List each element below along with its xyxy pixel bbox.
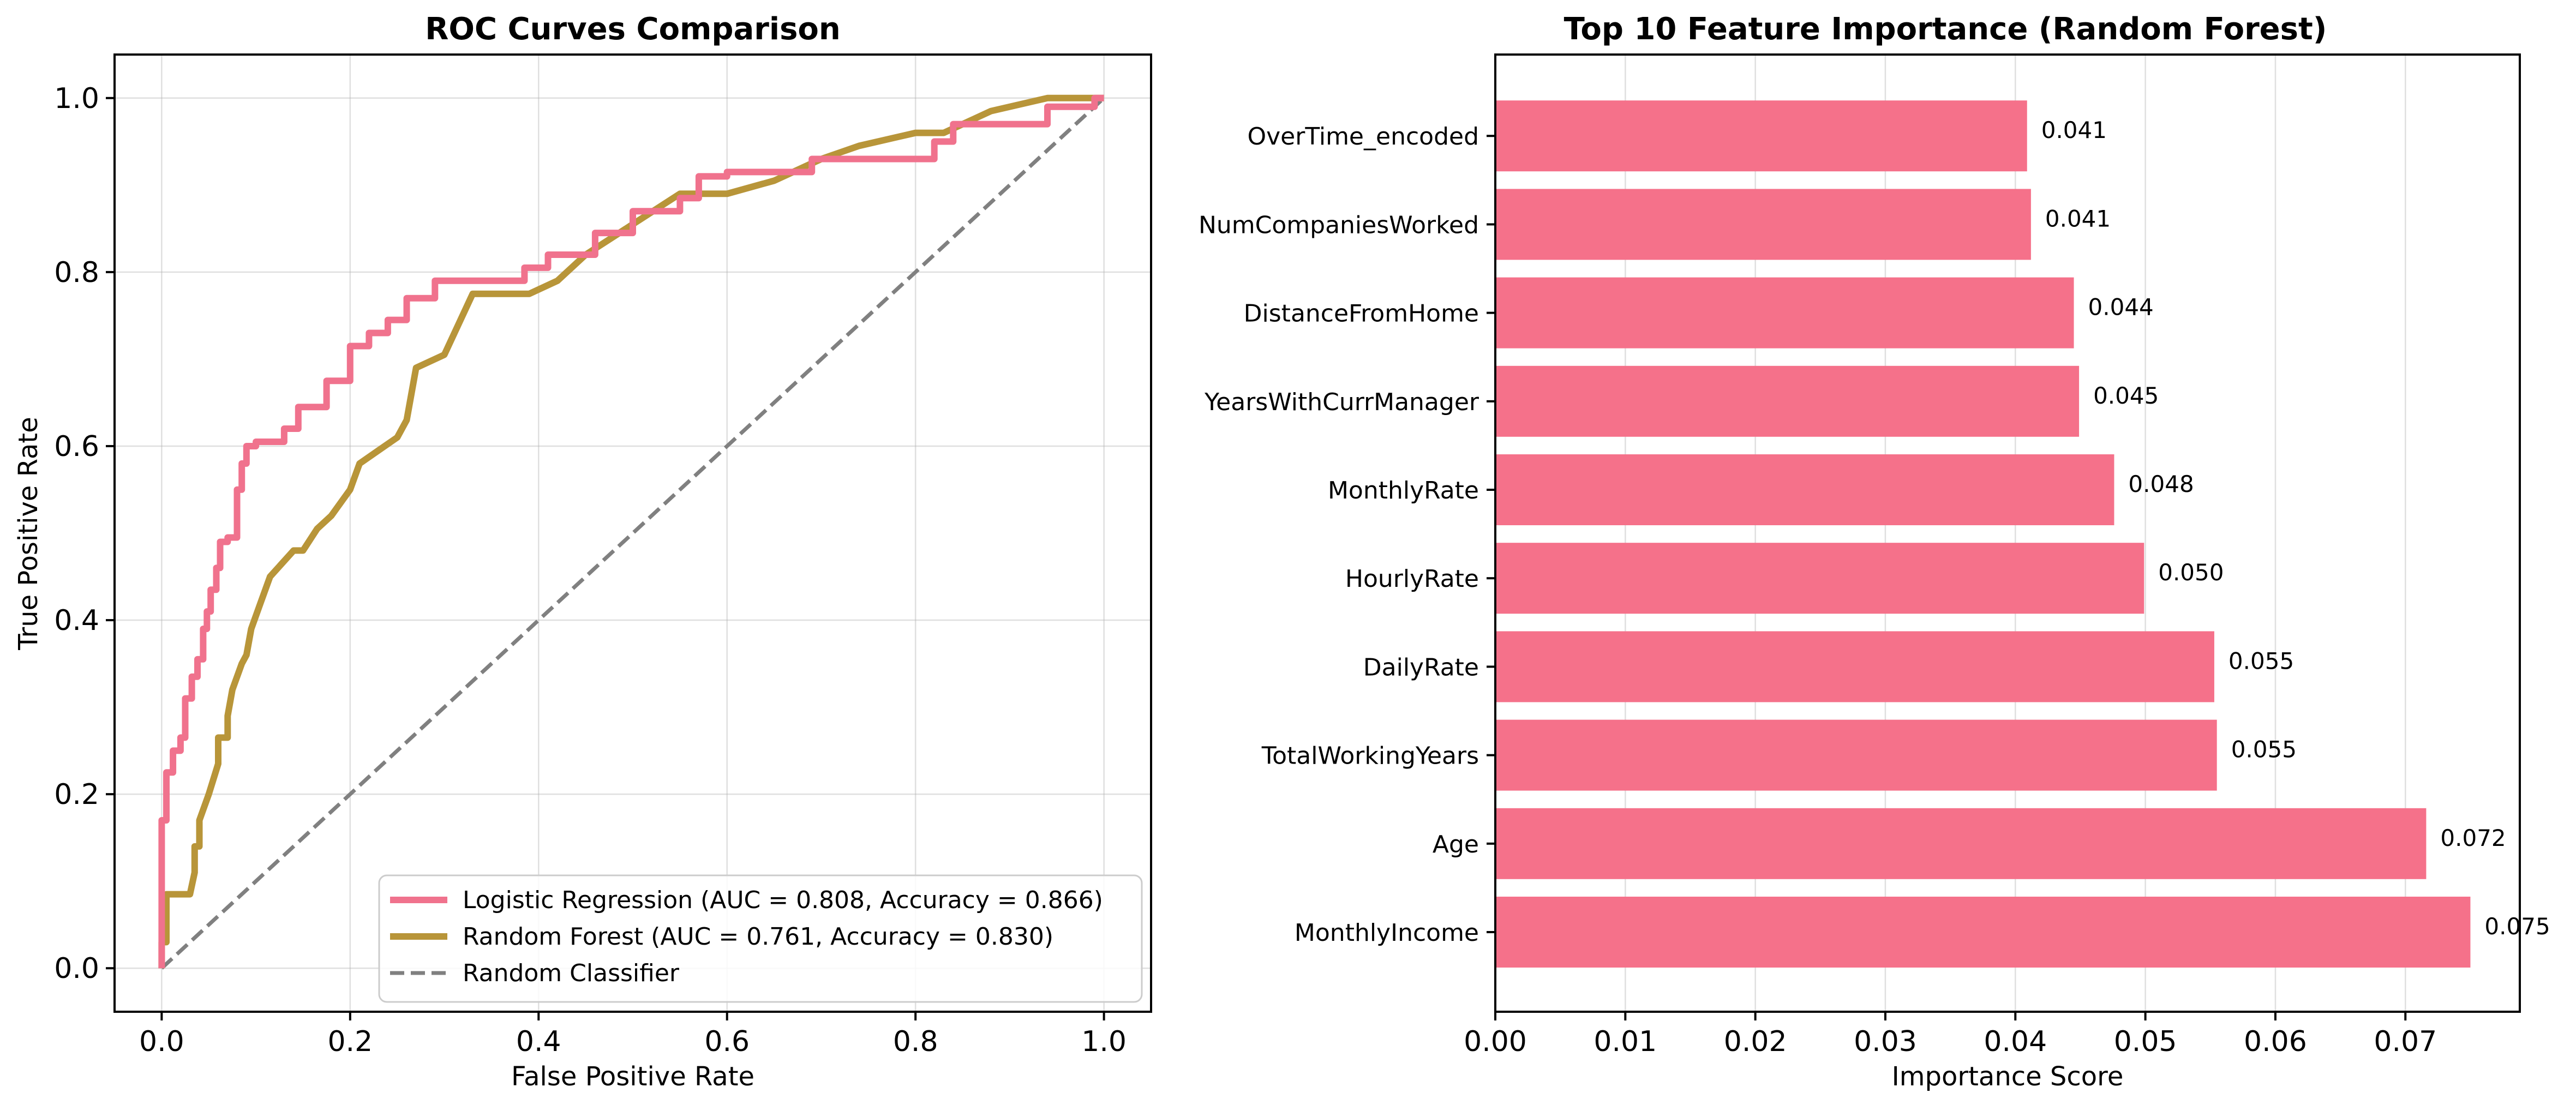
fi-bar bbox=[1495, 365, 2080, 437]
fi-bar-value-label: 0.048 bbox=[2128, 471, 2194, 497]
fi-bar bbox=[1495, 808, 2427, 879]
roc-series-random-forest bbox=[158, 94, 1104, 969]
roc-xtick-label: 0.8 bbox=[893, 1025, 938, 1058]
fi-bar bbox=[1495, 631, 2214, 702]
fi-category-label: MonthlyIncome bbox=[1295, 919, 1479, 947]
fi-bar-value-label: 0.050 bbox=[2158, 559, 2224, 586]
roc-series-random-classifier bbox=[160, 97, 1105, 970]
fi-xtick-label: 0.07 bbox=[2374, 1025, 2437, 1058]
roc-ytick-label: 0.4 bbox=[54, 604, 99, 637]
fi-title: Top 10 Feature Importance (Random Forest… bbox=[1564, 11, 2327, 47]
fi-xtick-label: 0.05 bbox=[2114, 1025, 2177, 1058]
roc-ticks: 0.0 0.2 0.4 0.6 0.8 1.0 0.0 0.2 0.4 0.6 0.8 1.0 bbox=[54, 82, 1127, 1058]
fi-xtick-label: 0.04 bbox=[1984, 1025, 2047, 1058]
legend-label-random: Random Classifier bbox=[463, 959, 680, 987]
roc-ytick-label: 0.2 bbox=[54, 778, 99, 811]
roc-xtick-label: 0.4 bbox=[516, 1025, 561, 1058]
fi-category-label: YearsWithCurrManager bbox=[1204, 388, 1479, 416]
fi-bar-value-label: 0.075 bbox=[2484, 913, 2550, 940]
fi-category-label: Age bbox=[1433, 831, 1479, 858]
legend-box bbox=[378, 874, 1143, 1003]
fi-bar-value-label: 0.055 bbox=[2231, 736, 2297, 763]
roc-legend: Logistic Regression (AUC = 0.808, Accura… bbox=[378, 874, 1143, 1003]
fi-axes-frame bbox=[1494, 53, 2521, 1013]
fi-xtick-label: 0.00 bbox=[1464, 1025, 1527, 1058]
fi-bar-value-label: 0.045 bbox=[2093, 382, 2159, 409]
feature-importance-chart: Top 10 Feature Importance (Random Forest… bbox=[1199, 11, 2550, 1092]
fi-category-label: NumCompaniesWorked bbox=[1199, 211, 1479, 239]
fi-category-label: DistanceFromHome bbox=[1244, 300, 1479, 328]
roc-xtick-label: 0.0 bbox=[139, 1025, 184, 1058]
roc-xtick-label: 0.6 bbox=[704, 1025, 750, 1058]
fi-bar bbox=[1495, 897, 2471, 968]
roc-ytick-label: 0.0 bbox=[54, 952, 99, 985]
fi-bar-value-label: 0.041 bbox=[2045, 205, 2111, 232]
roc-ytick-label: 0.8 bbox=[54, 256, 99, 289]
fi-bar bbox=[1495, 719, 2217, 791]
roc-xtick-label: 1.0 bbox=[1081, 1025, 1127, 1058]
fi-bar bbox=[1495, 277, 2074, 349]
fi-xtick-label: 0.06 bbox=[2244, 1025, 2307, 1058]
fi-bar-value-label: 0.055 bbox=[2228, 647, 2294, 674]
roc-axes-frame bbox=[113, 53, 1152, 1013]
fi-category-label: TotalWorkingYears bbox=[1261, 742, 1479, 770]
roc-gridlines bbox=[115, 55, 1151, 1012]
roc-xtick-label: 0.2 bbox=[327, 1025, 373, 1058]
fi-bar bbox=[1495, 100, 2027, 172]
fi-bar bbox=[1495, 454, 2114, 525]
fi-bars: 0.075 0.072 0.055 0.055 0.050 0.048 0.045 0.044… bbox=[1495, 100, 2550, 968]
fi-bar bbox=[1495, 543, 2144, 614]
fi-xtick-label: 0.01 bbox=[1593, 1025, 1657, 1058]
roc-title: ROC Curves Comparison bbox=[425, 11, 841, 47]
fi-category-label: MonthlyRate bbox=[1328, 477, 1479, 505]
roc-xlabel: False Positive Rate bbox=[511, 1061, 754, 1092]
roc-ylabel: True Positive Rate bbox=[13, 417, 44, 651]
fi-bar-value-label: 0.072 bbox=[2440, 825, 2506, 851]
fi-xtick-label: 0.03 bbox=[1854, 1025, 1917, 1058]
legend-label-forest: Random Forest (AUC = 0.761, Accuracy = 0… bbox=[463, 923, 1053, 951]
fi-bar-value-label: 0.044 bbox=[2088, 294, 2154, 321]
roc-curves bbox=[158, 94, 1105, 970]
fi-category-label: OverTime_encoded bbox=[1247, 123, 1479, 151]
roc-series-logistic-regression bbox=[158, 94, 1104, 969]
roc-ytick-label: 0.6 bbox=[54, 430, 99, 463]
fi-category-label: HourlyRate bbox=[1345, 565, 1479, 593]
legend-label-logistic: Logistic Regression (AUC = 0.808, Accura… bbox=[463, 886, 1103, 914]
fi-bar-value-label: 0.041 bbox=[2041, 117, 2107, 143]
fi-category-label: DailyRate bbox=[1363, 653, 1479, 681]
roc-chart: ROC Curves Comparison 0.0 0.2 0.4 0.6 0.8 1.0… bbox=[13, 11, 1152, 1092]
roc-ytick-label: 1.0 bbox=[54, 82, 99, 115]
fi-ticks: 0.00 0.01 0.02 0.03 0.04 0.05 0.06 0.07 MonthlyI… bbox=[1199, 123, 2437, 1058]
fi-xtick-label: 0.02 bbox=[1724, 1025, 1787, 1058]
fi-bar bbox=[1495, 189, 2031, 260]
fi-xlabel: Importance Score bbox=[1892, 1061, 2124, 1092]
